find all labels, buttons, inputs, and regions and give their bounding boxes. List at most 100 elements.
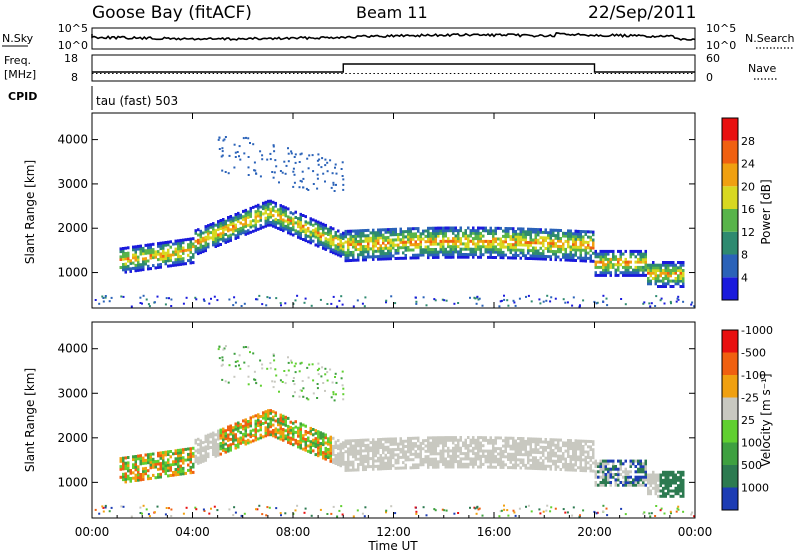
power-cell (677, 298, 680, 301)
velocity-cell (519, 458, 522, 462)
velocity-cell (384, 456, 387, 460)
power-cell (562, 255, 565, 259)
velocity-cell (569, 465, 572, 469)
velocity-cell (124, 480, 127, 484)
velocity-cell (244, 431, 247, 435)
velocity-cell (233, 352, 236, 355)
power-cell (604, 263, 607, 267)
power-cell (359, 231, 362, 235)
power-cell (137, 263, 140, 267)
power-cell (669, 300, 672, 303)
power-cell (572, 237, 575, 241)
nave-point (188, 73, 190, 74)
velocity-cell (389, 442, 392, 446)
power-cell (169, 264, 172, 268)
velocity-cell (129, 479, 132, 483)
power-cell (277, 226, 280, 230)
power-cell (519, 238, 522, 242)
velocity-cell (467, 449, 470, 453)
velocity-cell (372, 443, 375, 447)
velocity-cell (302, 436, 305, 440)
power-cell (287, 218, 290, 221)
velocity-cell (259, 384, 262, 387)
nave-point (248, 73, 251, 74)
power-cell (314, 230, 317, 234)
power-cell (252, 219, 255, 223)
power-cell (589, 246, 592, 250)
nave-point (337, 73, 339, 74)
velocity-cell (282, 417, 285, 421)
power-cell (354, 248, 357, 252)
velocity-cell (192, 446, 195, 450)
power-cell (189, 258, 192, 262)
velocity-cell (572, 468, 575, 472)
power-cell (337, 229, 340, 233)
velocity-cell (427, 436, 430, 440)
power-cell (464, 253, 467, 256)
velocity-cell (449, 460, 452, 464)
velocity-cell (447, 438, 450, 442)
power-colorbar-segment (722, 231, 738, 255)
power-cell (602, 271, 605, 275)
power-cell (332, 295, 335, 298)
velocity-cell (139, 459, 142, 463)
velocity-cell (227, 428, 230, 432)
nave-point (260, 73, 263, 74)
power-cell (499, 242, 502, 246)
power-cell (245, 136, 247, 139)
velocity-cell (287, 356, 289, 359)
velocity-cell (452, 457, 455, 461)
velocity-cell (674, 481, 677, 485)
power-cell (289, 211, 292, 215)
velocity-cell (676, 507, 679, 510)
power-cell (167, 254, 170, 257)
velocity-cell (339, 450, 342, 454)
power-cell (279, 225, 282, 229)
velocity-cell (439, 457, 442, 461)
velocity-cell (529, 448, 532, 452)
velocity-cell (149, 476, 152, 480)
velocity-cell (204, 453, 207, 457)
power-cell (402, 235, 405, 239)
velocity-cell (354, 441, 357, 445)
velocity-cell (682, 478, 685, 482)
nave-point (674, 73, 677, 74)
velocity-cell (517, 445, 520, 448)
velocity-cell (682, 484, 685, 488)
velocity-cell (194, 460, 197, 464)
velocity-cell (357, 439, 360, 442)
velocity-cell (542, 445, 545, 449)
velocity-cell (244, 421, 247, 425)
velocity-cell (552, 438, 555, 442)
power-cell (397, 233, 400, 236)
power-cell (318, 158, 321, 161)
nave-point (494, 73, 496, 74)
power-cell (517, 235, 520, 239)
power-cell (364, 239, 367, 243)
velocity-cell (584, 455, 587, 459)
power-cell (417, 229, 420, 233)
power-cell (459, 242, 462, 246)
velocity-cell (537, 448, 540, 452)
power-cell (264, 224, 267, 228)
nave-point (160, 73, 162, 74)
velocity-cell (357, 444, 360, 448)
velocity-cell (589, 464, 592, 468)
velocity-cell (247, 422, 250, 426)
velocity-cell (394, 442, 397, 446)
velocity-cell (317, 430, 320, 434)
velocity-cell (503, 504, 505, 507)
velocity-cell (479, 457, 482, 461)
power-cell (308, 154, 311, 157)
power-cell (299, 179, 302, 182)
power-cell (667, 277, 670, 280)
power-cell (509, 243, 512, 247)
velocity-cell (147, 477, 150, 481)
velocity-cell (512, 452, 515, 456)
velocity-cell (349, 463, 352, 467)
velocity-cell (484, 438, 487, 442)
nave-point (200, 73, 202, 74)
velocity-cell (437, 444, 440, 448)
power-cell (577, 232, 580, 236)
velocity-cell (302, 395, 305, 398)
